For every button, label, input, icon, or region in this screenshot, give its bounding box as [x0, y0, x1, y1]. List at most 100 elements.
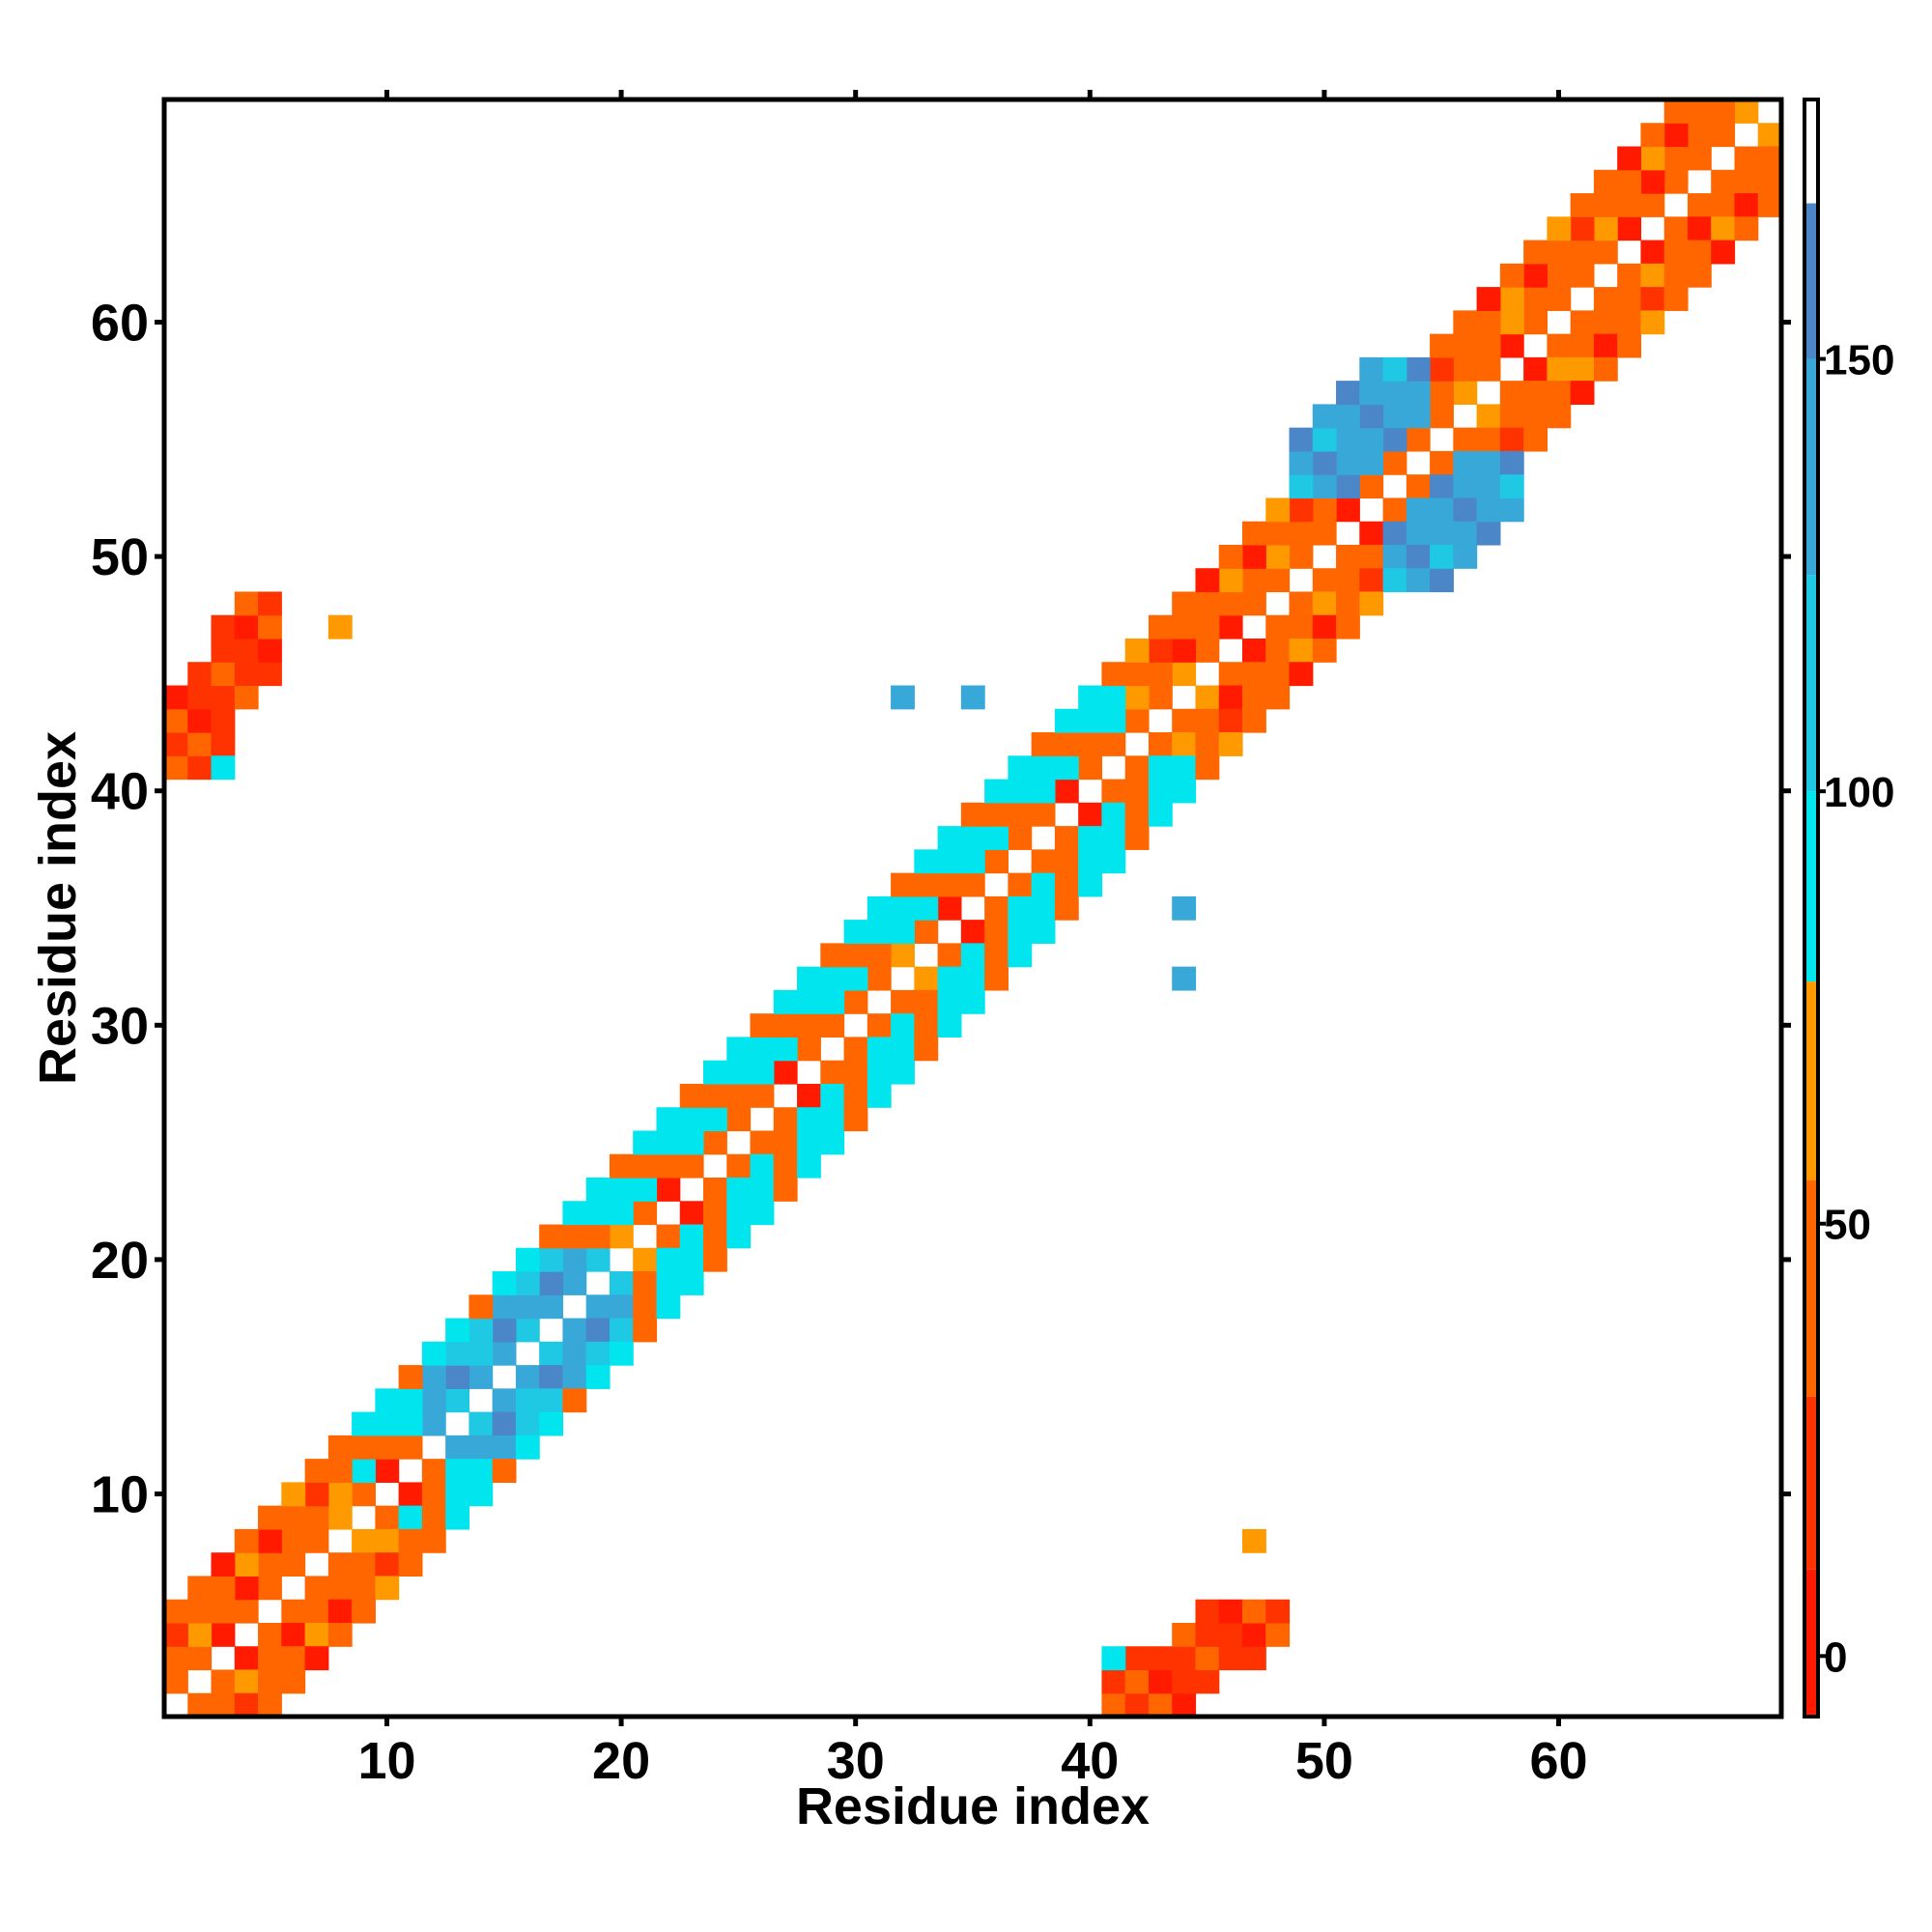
heatmap-cell [1734, 169, 1759, 194]
heatmap-cell [633, 1178, 658, 1202]
heatmap-cell [679, 1083, 704, 1108]
heatmap-cell [1312, 497, 1337, 523]
heatmap-cell [1711, 123, 1736, 148]
y-tick-label: 50 [91, 528, 149, 586]
y-tick-label: 30 [91, 997, 149, 1055]
heatmap-cell [1406, 404, 1431, 429]
heatmap-cell [1078, 685, 1103, 710]
heatmap-cell [1101, 849, 1126, 874]
heatmap-cell [304, 1646, 329, 1671]
heatmap-cell [867, 966, 892, 991]
heatmap-cell [1289, 427, 1314, 452]
colorbar-tick-label: 100 [1824, 769, 1894, 816]
heatmap-cell [585, 1247, 611, 1272]
heatmap-cell [1195, 732, 1220, 756]
heatmap-cell [891, 1013, 915, 1038]
heatmap-cell [1078, 755, 1103, 781]
heatmap-cell [234, 639, 259, 663]
heatmap-cell [234, 591, 259, 616]
heatmap-cell [656, 1247, 681, 1272]
heatmap-cell [609, 1153, 634, 1179]
y-tick-label: 40 [91, 763, 149, 821]
heatmap-cell [1242, 1646, 1266, 1671]
heatmap-cell [1430, 450, 1454, 475]
heatmap-cell [656, 1224, 681, 1249]
heatmap-cell [609, 1294, 634, 1320]
heatmap-cell [398, 1435, 423, 1460]
heatmap-cell [1359, 427, 1384, 452]
heatmap-cell [1172, 732, 1197, 756]
heatmap-cell [258, 662, 282, 687]
heatmap-cell [773, 1130, 798, 1155]
heatmap-cell [1078, 826, 1103, 850]
heatmap-cell [1499, 404, 1524, 429]
heatmap-cell [585, 1318, 611, 1343]
heatmap-cell [750, 1201, 775, 1226]
heatmap-cell [1054, 872, 1079, 897]
heatmap-cell [258, 1552, 282, 1577]
heatmap-cell [1101, 802, 1126, 827]
heatmap-cell [1078, 802, 1103, 827]
heatmap-cell [258, 1669, 282, 1694]
heatmap-cell [1124, 779, 1150, 804]
heatmap-cell [703, 1247, 727, 1272]
heatmap-cell [1148, 779, 1173, 804]
heatmap-cell [1195, 755, 1220, 781]
x-tick-label: 20 [592, 1732, 650, 1790]
heatmap-cell [656, 1153, 681, 1179]
heatmap-cell [820, 1083, 845, 1108]
heatmap-cell [867, 920, 892, 944]
heatmap-cell [797, 1130, 821, 1155]
heatmap-cell [1734, 193, 1759, 217]
heatmap-cell [164, 1669, 188, 1694]
heatmap-cell [1570, 356, 1595, 382]
heatmap-cell [304, 1482, 329, 1507]
heatmap-cell [1148, 1692, 1173, 1718]
heatmap-cell [703, 1060, 727, 1085]
heatmap-cell [1430, 474, 1454, 499]
heatmap-cell [960, 966, 985, 991]
heatmap-cell [797, 989, 821, 1014]
axis-ticks: 10 20 30 40 50 60 10 20 30 40 50 60 [91, 90, 1791, 1790]
heatmap-cell [234, 685, 259, 710]
heatmap-cell [1101, 708, 1126, 733]
heatmap-cell [1054, 849, 1079, 874]
heatmap-cell [633, 1318, 658, 1343]
heatmap-cell [1570, 310, 1595, 335]
heatmap-cell [960, 943, 985, 968]
heatmap-cell [304, 1576, 329, 1601]
heatmap-cell [609, 1318, 634, 1343]
heatmap-cell [469, 1482, 494, 1507]
heatmap-cell [1382, 521, 1407, 546]
heatmap-cell [258, 1505, 282, 1530]
heatmap-cell [867, 1060, 892, 1085]
heatmap-cell [1265, 521, 1291, 546]
heatmap-cell [1382, 381, 1407, 405]
heatmap-cell [609, 1271, 634, 1295]
heatmap-cell [1312, 427, 1337, 452]
heatmap-cell [1172, 662, 1197, 687]
heatmap-cell [773, 1013, 798, 1038]
heatmap-cell [867, 895, 892, 921]
heatmap-cell [515, 1318, 540, 1343]
heatmap-cell [1242, 568, 1266, 593]
heatmap-cell [211, 708, 236, 733]
heatmap-cell [1617, 310, 1642, 335]
heatmap-cell [492, 1435, 517, 1460]
heatmap-cell [1336, 474, 1360, 499]
heatmap-cell [445, 1388, 469, 1413]
heatmap-cell [1148, 685, 1173, 710]
heatmap-cell [609, 1201, 634, 1226]
heatmap-cell [1124, 1669, 1150, 1694]
heatmap-cell [726, 1037, 752, 1062]
heatmap-cell [1195, 1622, 1220, 1647]
heatmap-cell [234, 1528, 259, 1553]
heatmap-cell [843, 1107, 868, 1132]
heatmap-cell [914, 989, 939, 1014]
heatmap-cell [1289, 544, 1314, 569]
heatmap-cell [679, 1247, 704, 1272]
heatmap-cell [1757, 169, 1782, 194]
heatmap-cell [1453, 544, 1478, 569]
heatmap-cell [1499, 263, 1524, 288]
heatmap-cell [327, 1576, 353, 1601]
